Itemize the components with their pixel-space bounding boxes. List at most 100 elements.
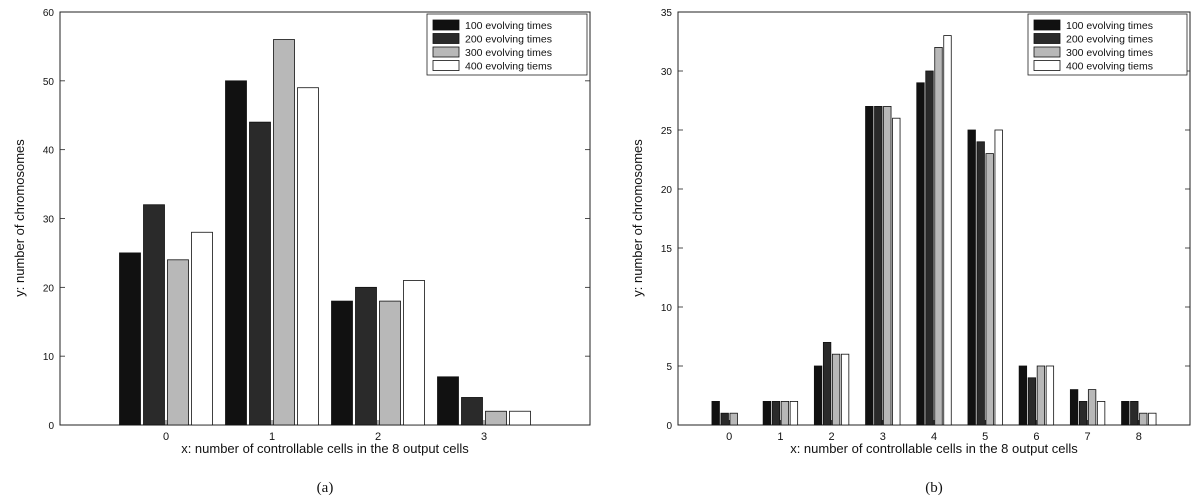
- bar-b-s3-c2: [840, 353, 850, 426]
- legend-swatch-a-1: [432, 33, 460, 44]
- bar-b-s1-c8: [1130, 400, 1139, 426]
- bar-a-s3-c0: [191, 231, 213, 426]
- bar-b-s0-c6: [1018, 365, 1028, 426]
- y-tick-label-a-3: 30: [43, 215, 55, 226]
- y-axis-label-a: y: number of chromosomes: [12, 139, 27, 297]
- x-tick-label-b-6: 6: [1033, 431, 1039, 443]
- x-axis-b: 0 1 2 3 4 5 6 7 8: [726, 420, 1142, 443]
- y-tick-label-b-7: 35: [661, 8, 673, 19]
- bar-b-s2-c4: [934, 47, 943, 426]
- y-tick-label-a-1: 10: [43, 352, 55, 363]
- x-tick-label-b-2: 2: [829, 431, 835, 443]
- bar-b-s1-c2: [822, 341, 832, 426]
- bar-a-s0-c0: [119, 252, 141, 426]
- bar-a-s0-c2: [331, 300, 353, 426]
- chart-b: 0 5 10 15 20 25 30 35 0 1 2 3 4 5 6 7 8 x: number of co…: [630, 8, 1191, 496]
- bar-b-s1-c4: [925, 70, 934, 426]
- bar-a-s2-c2: [379, 300, 401, 426]
- legend-label-b-2: 300 evolving times: [1066, 47, 1153, 59]
- x-tick-label-a-3: 3: [481, 431, 487, 443]
- bar-b-s0-c5: [967, 129, 976, 426]
- bar-b-s3-c3: [892, 117, 901, 426]
- x-tick-label-b-1: 1: [777, 431, 783, 443]
- bar-b-s2-c0: [729, 412, 738, 426]
- x-tick-label-a-0: 0: [163, 431, 169, 443]
- x-axis-a: 0 1 2 3: [163, 420, 487, 443]
- x-tick-label-b-4: 4: [931, 431, 937, 443]
- legend-label-b-3: 400 evolving tiems: [1066, 61, 1153, 73]
- bar-a-s0-c1: [225, 80, 247, 426]
- y-tick-label-a-2: 20: [43, 283, 55, 294]
- bar-b-s1-c0: [720, 412, 729, 426]
- bar-a-s1-c0: [143, 204, 165, 426]
- x-tick-label-b-0: 0: [726, 431, 732, 443]
- bar-b-s1-c6: [1027, 377, 1037, 426]
- bar-a-s3-c3: [509, 410, 531, 426]
- x-tick-label-b-5: 5: [982, 431, 988, 443]
- y-tick-label-b-0: 0: [666, 421, 672, 432]
- legend-label-b-1: 200 evolving times: [1066, 34, 1153, 46]
- bar-b-s0-c8: [1121, 400, 1130, 426]
- y-axis-a: 0 10 20 30 40 50 60: [43, 8, 590, 432]
- legend-swatch-b-3: [1033, 60, 1061, 71]
- x-tick-label-b-8: 8: [1136, 431, 1142, 443]
- bar-b-s3-c4: [943, 35, 952, 426]
- chart-a: 0 10 20 30 40 50 60 0 1 2 3 x: number of controll…: [12, 8, 591, 496]
- y-axis-b: 0 5 10 15 20 25 30 35: [661, 8, 1190, 432]
- bar-b-s0-c2: [813, 365, 823, 426]
- y-tick-label-b-2: 10: [661, 303, 673, 314]
- legend-swatch-b-1: [1033, 33, 1061, 44]
- caption-b: (b): [925, 480, 943, 496]
- bar-b-s2-c6: [1036, 365, 1046, 426]
- x-tick-label-a-2: 2: [375, 431, 381, 443]
- x-tick-label-b-3: 3: [880, 431, 886, 443]
- bar-b-s1-c3: [874, 106, 883, 426]
- bar-b-s2-c3: [883, 106, 892, 426]
- y-tick-label-b-1: 5: [666, 362, 672, 373]
- bar-a-s3-c1: [297, 87, 319, 426]
- legend-b: 100 evolving times 200 evolving times300 …: [1027, 13, 1188, 76]
- bar-a-s3-c2: [403, 280, 425, 426]
- bar-b-s3-c8: [1148, 412, 1157, 426]
- y-tick-label-a-0: 0: [48, 421, 54, 432]
- y-tick-label-b-6: 30: [661, 67, 673, 78]
- legend-label-a-2: 300 evolving times: [465, 47, 552, 59]
- y-tick-label-b-5: 25: [661, 126, 673, 137]
- legend-swatch-a-3: [432, 60, 460, 71]
- legend-swatch-a-0: [432, 19, 460, 31]
- legend-swatch-b-2: [1033, 46, 1061, 58]
- x-axis-label-b: x: number of controllable cells in the 8…: [790, 441, 1078, 456]
- legend-a: 100 evolving times 200 evolving times300 …: [426, 13, 588, 76]
- bar-b-s1-c5: [976, 141, 985, 426]
- bar-b-s3-c6: [1045, 365, 1055, 426]
- bar-a-s0-c3: [437, 376, 459, 426]
- bar-b-s1-c7: [1078, 400, 1088, 426]
- bars-b: [711, 35, 1157, 426]
- bar-b-s2-c1: [780, 400, 790, 426]
- legend-swatch-b-0: [1033, 19, 1061, 31]
- y-tick-label-b-3: 15: [661, 244, 673, 255]
- y-tick-label-a-6: 60: [43, 8, 55, 19]
- bar-b-s3-c7: [1096, 400, 1106, 426]
- bar-b-s0-c4: [916, 82, 925, 426]
- y-tick-label-a-4: 40: [43, 146, 55, 157]
- bar-b-s3-c5: [994, 129, 1003, 426]
- bar-b-s0-c3: [865, 106, 874, 426]
- legend-swatch-a-2: [432, 46, 460, 58]
- legend-label-a-3: 400 evolving tiems: [465, 61, 552, 73]
- bar-a-s2-c3: [485, 410, 507, 426]
- y-axis-label-b: y: number of chromosomes: [630, 139, 645, 297]
- legend-label-a-1: 200 evolving times: [465, 34, 552, 46]
- y-tick-label-b-4: 20: [661, 185, 673, 196]
- bar-a-s1-c1: [249, 121, 271, 426]
- bar-b-s0-c7: [1069, 389, 1079, 426]
- bar-a-s1-c2: [355, 286, 377, 426]
- plot-area-b: [677, 11, 1191, 426]
- legend-label-b-0: 100 evolving times: [1066, 20, 1153, 32]
- bar-b-s2-c2: [831, 353, 841, 426]
- bar-b-s2-c8: [1139, 412, 1148, 426]
- bars-a: [119, 39, 531, 426]
- x-tick-label-a-1: 1: [269, 431, 275, 443]
- bar-a-s1-c3: [461, 397, 483, 426]
- bar-b-s1-c1: [771, 400, 781, 426]
